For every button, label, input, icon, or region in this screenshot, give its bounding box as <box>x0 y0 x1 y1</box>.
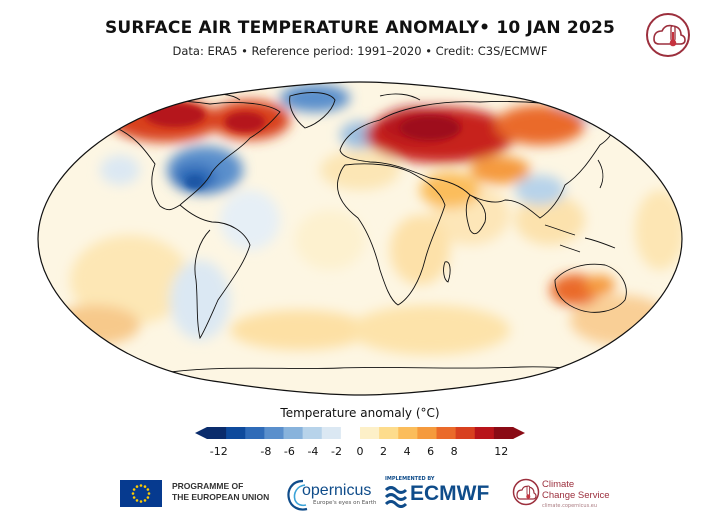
colorbar-tick-label: 4 <box>403 445 411 458</box>
eu-flag-icon <box>120 480 162 507</box>
page-title: SURFACE AIR TEMPERATURE ANOMALY• 10 JAN … <box>104 18 616 38</box>
legend-title: Temperature anomaly (°C) <box>280 406 440 420</box>
colorbar-segment <box>455 427 476 439</box>
colorbar-segment <box>398 427 418 439</box>
colorbar-segment <box>340 427 361 439</box>
colorbar-tick-label: -4 <box>307 445 319 458</box>
copernicus-wordmark: opernicus <box>302 482 372 499</box>
colorbar-segment <box>207 427 227 439</box>
colorbar-segment <box>245 427 265 439</box>
colorbar-segment <box>283 427 304 439</box>
colorbar-segment <box>436 427 457 439</box>
ccs-url: climate.copernicus.eu <box>542 503 598 509</box>
colorbar-segment <box>493 427 514 439</box>
ccs-wordmark: Climate Change Service <box>542 479 610 501</box>
c3s-thermometer-logo-icon <box>646 13 690 57</box>
colorbar-tick-label: 0 <box>356 445 364 458</box>
page-subtitle: Data: ERA5 • Reference period: 1991–2020… <box>172 44 548 58</box>
colorbar-min-arrow <box>195 427 207 439</box>
ccs-line1: Climate <box>542 479 575 490</box>
coastlines <box>109 92 656 373</box>
colorbar-tick-label: 12 <box>494 445 509 458</box>
colorbar-tick-label: 6 <box>427 445 435 458</box>
copernicus-tagline: Europe's eyes on Earth <box>313 500 377 506</box>
colorbar-tick-label: 2 <box>380 445 388 458</box>
ccs-line2: Change Service <box>542 490 610 501</box>
globe-outline <box>37 81 683 396</box>
footer-logos: PROGRAMME OF THE EUROPEAN UNION opernicu… <box>0 470 720 520</box>
colorbar-max-arrow <box>513 427 525 439</box>
colorbar <box>195 427 525 439</box>
colorbar-segment <box>226 427 246 439</box>
colorbar-tick-label: -2 <box>330 445 342 458</box>
colorbar-segment <box>379 427 399 439</box>
colorbar-segment <box>264 427 284 439</box>
anomaly-field <box>38 82 682 395</box>
world-temperature-anomaly-map <box>37 81 683 396</box>
colorbar-tick-label: 8 <box>450 445 458 458</box>
eu-line2: THE EUROPEAN UNION <box>172 492 270 502</box>
colorbar-tick-label: -8 <box>260 445 272 458</box>
colorbar-segment <box>417 427 437 439</box>
colorbar-segment <box>474 427 495 439</box>
colorbar-segment <box>360 427 380 439</box>
colorbar-tick-label: -12 <box>209 445 228 458</box>
eu-line1: PROGRAMME OF <box>172 481 244 491</box>
ecmwf-wordmark: ECMWF <box>410 482 490 505</box>
ecmwf-waves-icon <box>384 486 408 508</box>
colorbar-segment <box>302 427 323 439</box>
colorbar-segment <box>321 427 342 439</box>
eu-programme-text: PROGRAMME OF THE EUROPEAN UNION <box>172 481 269 503</box>
climate-change-service-logo-icon <box>512 478 540 506</box>
implemented-by-label: IMPLEMENTED BY <box>385 476 435 482</box>
copernicus-logo-icon <box>287 479 308 511</box>
colorbar-tick-label: -6 <box>283 445 295 458</box>
